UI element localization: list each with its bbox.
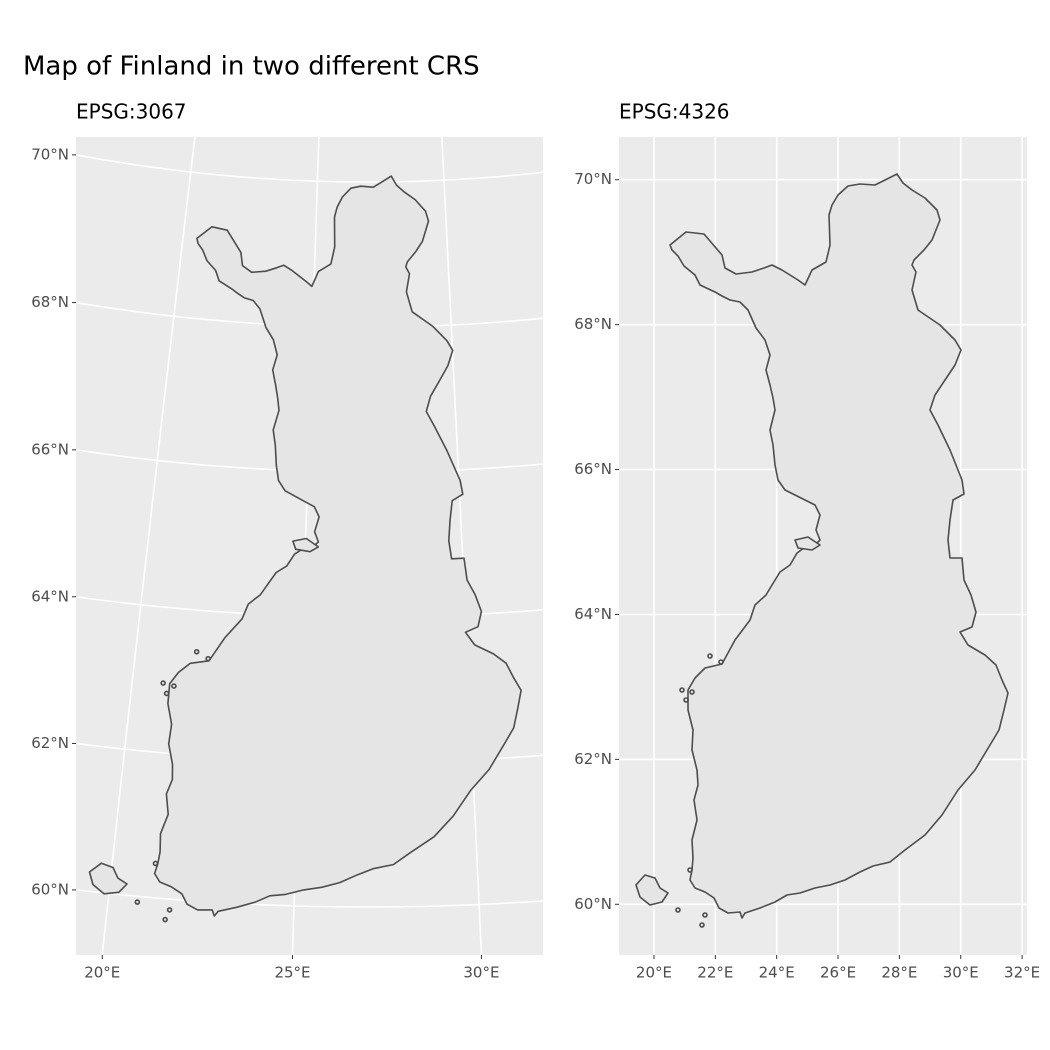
island <box>707 653 713 659</box>
x-tick-label: 30°E <box>463 964 499 982</box>
island <box>675 907 681 913</box>
island <box>152 860 159 867</box>
island <box>683 697 689 703</box>
y-tick-label: 70°N <box>574 170 612 188</box>
panel-content <box>619 137 1027 955</box>
panel-title: EPSG:3067 <box>76 100 187 124</box>
y-tick-label: 62°N <box>31 734 69 752</box>
country-outline <box>153 175 522 917</box>
x-tick-label: 30°E <box>943 964 979 982</box>
figure-title: Map of Finland in two different CRS <box>23 52 480 82</box>
panel-content <box>76 137 543 955</box>
island <box>193 648 200 655</box>
x-tick-label: 25°E <box>274 964 310 982</box>
y-tick-label: 60°N <box>574 895 612 913</box>
island <box>292 537 320 553</box>
island <box>702 912 708 918</box>
island <box>679 687 685 693</box>
island <box>689 689 695 695</box>
country-outline <box>669 173 1009 919</box>
y-tick-label: 66°N <box>574 460 612 478</box>
island <box>88 862 128 895</box>
island <box>163 690 170 697</box>
y-tick-label: 60°N <box>31 880 69 898</box>
y-tick-label: 64°N <box>574 605 612 623</box>
y-tick-label: 64°N <box>31 587 69 605</box>
panel-title: EPSG:4326 <box>619 100 730 124</box>
island <box>687 867 693 873</box>
x-tick-label: 24°E <box>759 964 795 982</box>
island <box>205 655 211 662</box>
x-tick-label: 22°E <box>697 964 733 982</box>
y-tick-label: 70°N <box>31 145 69 163</box>
island <box>162 916 168 923</box>
y-tick-label: 66°N <box>31 440 69 458</box>
grid-line <box>101 137 196 955</box>
island <box>171 683 177 689</box>
island <box>635 874 669 906</box>
x-tick-label: 20°E <box>636 964 672 982</box>
y-tick-label: 68°N <box>31 293 69 311</box>
island <box>699 922 705 928</box>
x-tick-label: 28°E <box>881 964 917 982</box>
x-tick-label: 20°E <box>84 964 120 982</box>
island <box>166 907 173 913</box>
x-tick-label: 26°E <box>820 964 856 982</box>
island <box>794 536 821 551</box>
y-tick-label: 68°N <box>574 315 612 333</box>
y-tick-label: 62°N <box>574 750 612 768</box>
island <box>718 659 724 665</box>
island <box>134 899 141 905</box>
x-tick-label: 32°E <box>1004 964 1040 982</box>
grid-line <box>441 137 483 955</box>
island <box>160 680 166 686</box>
